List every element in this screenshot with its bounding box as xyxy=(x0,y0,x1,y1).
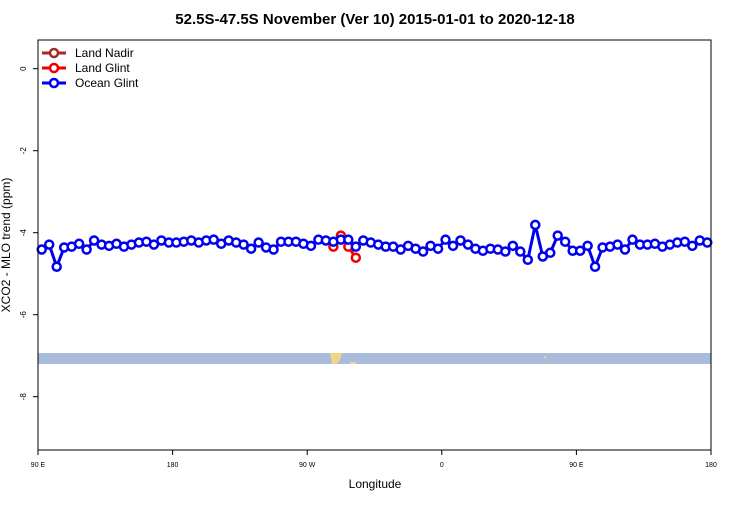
data-point xyxy=(245,243,257,254)
data-point xyxy=(417,246,429,257)
data-point xyxy=(462,239,474,250)
data-point xyxy=(350,241,362,252)
legend-marker xyxy=(48,47,60,59)
y-tick-label: -6 xyxy=(19,311,28,319)
data-point xyxy=(530,219,541,231)
x-tick-label: 90 E xyxy=(569,462,584,469)
legend-label: Land Nadir xyxy=(75,46,134,60)
data-point xyxy=(574,245,586,256)
y-tick-label: -8 xyxy=(19,393,28,401)
data-point xyxy=(447,240,459,252)
plot-area xyxy=(36,219,713,272)
x-tick-label: 90 E xyxy=(31,462,46,469)
data-point xyxy=(500,246,511,257)
data-point xyxy=(559,236,571,247)
data-point xyxy=(305,240,317,252)
data-point xyxy=(679,236,691,247)
data-point xyxy=(544,247,556,259)
data-point xyxy=(619,244,631,255)
data-point xyxy=(81,244,92,255)
land-patch xyxy=(544,356,546,358)
data-point xyxy=(455,235,466,246)
data-point xyxy=(440,234,451,245)
plot-frame xyxy=(37,39,712,451)
map-strip xyxy=(38,353,711,364)
data-point xyxy=(253,237,264,248)
data-point xyxy=(343,234,354,245)
data-point xyxy=(208,234,219,245)
data-point xyxy=(51,261,62,272)
y-tick-label: -2 xyxy=(19,147,28,155)
x-tick-label: 180 xyxy=(167,462,179,469)
y-axis-label: XCO2 - MLO trend (ppm) xyxy=(0,178,13,313)
data-point xyxy=(507,240,519,252)
legend-label: Ocean Glint xyxy=(75,76,139,90)
land-patch xyxy=(330,353,342,364)
data-point xyxy=(73,238,85,250)
data-point xyxy=(43,239,55,250)
legend-marker xyxy=(48,62,60,74)
x-tick-label: 0 xyxy=(440,462,444,469)
legend-marker xyxy=(48,77,60,89)
data-point xyxy=(350,252,362,263)
data-point xyxy=(268,244,279,255)
data-point xyxy=(148,239,160,250)
data-point xyxy=(522,254,534,266)
data-point xyxy=(432,243,444,254)
chart-title: 52.5S-47.5S November (Ver 10) 2015-01-01… xyxy=(175,11,574,28)
data-point xyxy=(702,237,713,248)
y-tick-label: -4 xyxy=(19,229,28,237)
data-point xyxy=(515,246,526,257)
data-point xyxy=(552,230,563,241)
x-axis-label: Longitude xyxy=(349,477,402,491)
legend-label: Land Glint xyxy=(75,61,130,75)
data-point xyxy=(238,239,249,250)
data-point xyxy=(687,240,698,252)
data-point xyxy=(589,261,601,272)
data-point xyxy=(627,234,638,245)
data-point xyxy=(612,239,623,250)
land-patch xyxy=(350,362,356,364)
x-tick-label: 90 W xyxy=(299,462,316,469)
y-tick-label: 0 xyxy=(19,66,28,71)
data-point xyxy=(582,240,593,252)
x-tick-label: 180 xyxy=(705,462,717,469)
data-point xyxy=(88,235,100,246)
